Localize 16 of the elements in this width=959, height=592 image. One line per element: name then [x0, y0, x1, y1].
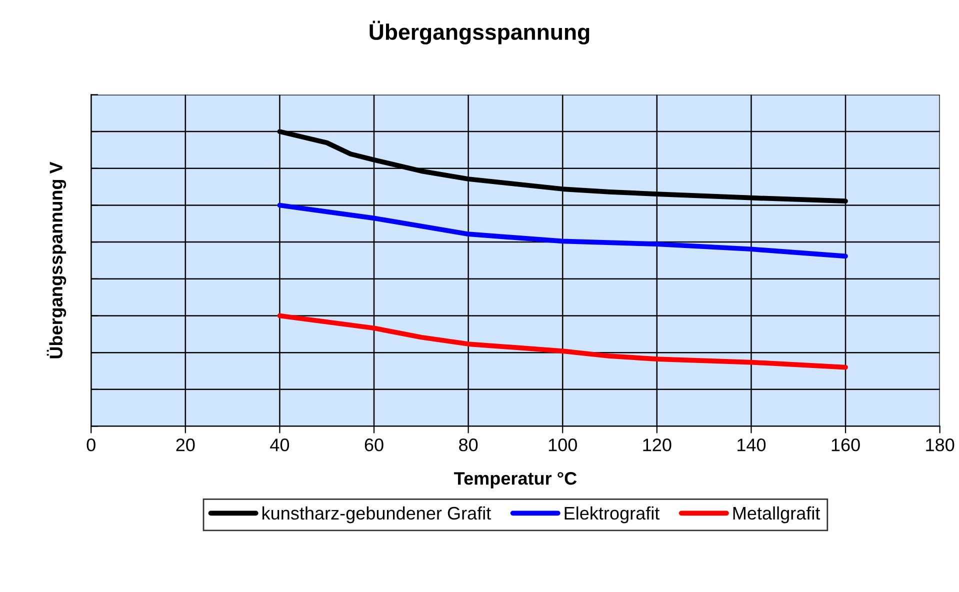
- x-tick-label: 100: [548, 438, 577, 452]
- x-tick-label: 120: [643, 438, 672, 452]
- x-axis-title: Temperatur °C: [454, 472, 577, 488]
- x-tick-label: 60: [364, 438, 384, 452]
- x-tick-label: 40: [270, 438, 290, 452]
- x-tick-label: 140: [738, 438, 766, 452]
- x-tick-label: 20: [176, 438, 195, 452]
- x-tick-label: 80: [459, 438, 478, 452]
- legend-label: kunstharz-gebundener Grafit: [262, 506, 491, 524]
- x-tick-label: 160: [832, 438, 860, 452]
- y-axis-title: Übergangsspannung V: [46, 162, 66, 358]
- x-tick-label: 0: [86, 438, 96, 452]
- legend-label: Elektrografit: [564, 506, 660, 524]
- legend-label: Metallgrafit: [733, 506, 820, 524]
- x-tick-label: 180: [926, 438, 954, 452]
- chart-title: Übergangsspannung: [370, 20, 590, 44]
